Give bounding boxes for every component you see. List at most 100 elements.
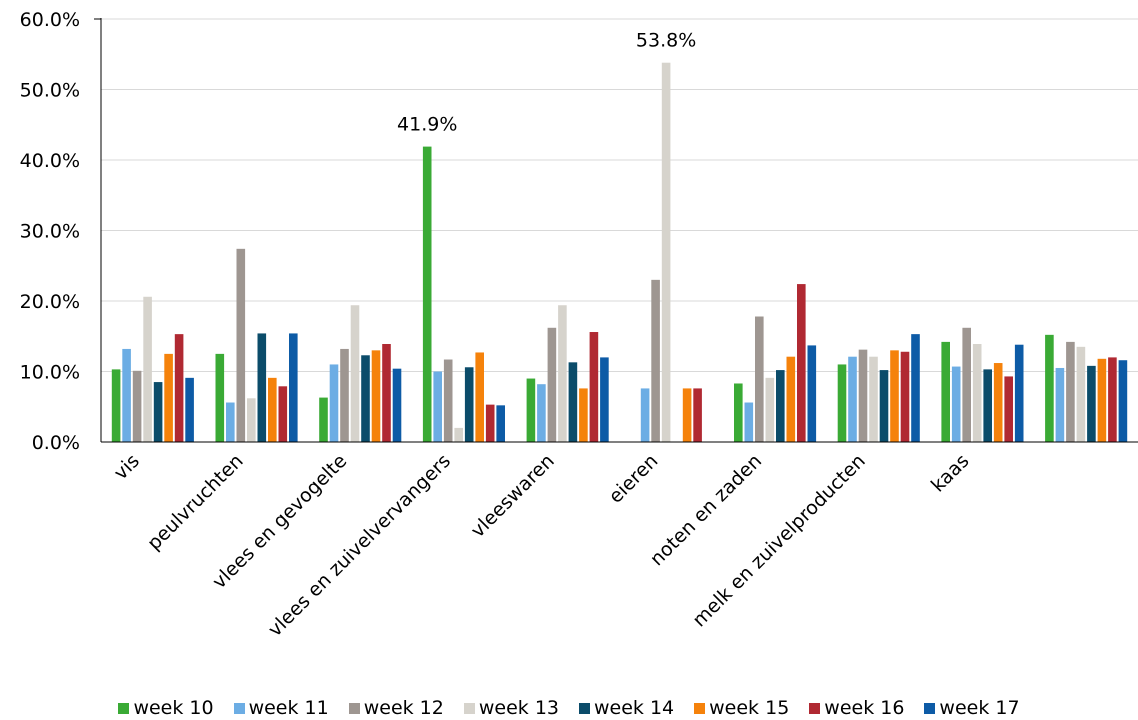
- bar-week-12: [1066, 341, 1075, 442]
- bar-week-15: [786, 356, 796, 442]
- x-tick-label: melk en zuivelproducten: [688, 450, 869, 631]
- bar-week-17: [496, 405, 505, 442]
- bar-week-13: [558, 305, 567, 442]
- legend-item: week 10: [118, 697, 214, 719]
- bars: [111, 62, 1128, 443]
- bar-week-11: [329, 364, 339, 442]
- legend-item: week 12: [348, 697, 444, 719]
- x-tick-label: eieren: [605, 450, 663, 508]
- bar-week-10: [215, 353, 225, 442]
- bar-week-16: [693, 388, 702, 442]
- data-labels: 41.9% 53.8%: [397, 30, 696, 136]
- bar-week-17: [911, 334, 920, 442]
- legend-item: week 11: [233, 697, 329, 719]
- legend-label: week 15: [709, 697, 790, 719]
- bar-week-15: [579, 388, 588, 442]
- bar-week-14: [879, 370, 889, 442]
- bar-week-12: [236, 248, 246, 442]
- legend-label: week 12: [363, 697, 444, 719]
- bar-week-13: [765, 377, 775, 442]
- legend-label: week 10: [133, 697, 214, 719]
- bar-week-16: [589, 332, 599, 442]
- legend-swatch: [463, 702, 475, 714]
- x-tick-label: noten en zaden: [646, 450, 766, 570]
- bar-week-17: [185, 377, 194, 442]
- bar-week-11: [226, 402, 235, 442]
- bar-week-15: [371, 350, 381, 442]
- bar-week-13: [454, 427, 463, 442]
- bar-week-14: [153, 382, 163, 442]
- bar-week-17: [392, 368, 402, 442]
- bar-week-12: [132, 370, 142, 442]
- bar-week-11: [1055, 367, 1065, 442]
- bar-chart: 0.0% 10.0% 20.0% 30.0% 40.0% 50.0% 60.0% vis pe…: [20, 9, 1138, 641]
- bar-week-14: [361, 355, 370, 442]
- bar-week-15: [164, 353, 173, 442]
- bar-week-15: [890, 350, 899, 442]
- legend-swatch: [809, 702, 821, 714]
- legend-swatch: [694, 702, 706, 714]
- bar-week-17: [1014, 344, 1024, 442]
- x-tick-label: kaas: [927, 450, 974, 497]
- bar-week-17: [807, 345, 817, 442]
- bar-week-11: [951, 366, 961, 442]
- bar-week-13: [1076, 346, 1086, 442]
- data-label: 53.8%: [636, 30, 696, 52]
- bar-week-10: [422, 146, 432, 443]
- x-tick-label: vis: [110, 450, 144, 484]
- bar-week-12: [547, 327, 557, 442]
- bar-week-12: [340, 348, 349, 442]
- y-tick-label: 0.0%: [32, 432, 80, 454]
- legend-swatch: [579, 702, 590, 714]
- bar-week-14: [464, 367, 474, 442]
- data-label: 41.9%: [397, 114, 457, 136]
- bar-week-14: [983, 369, 992, 442]
- legend-swatch: [924, 702, 936, 714]
- legend-label: week 16: [824, 697, 905, 719]
- bar-week-15: [682, 388, 692, 442]
- x-tick-label: vleeswaren: [467, 450, 559, 542]
- y-tick-label: 20.0%: [20, 291, 80, 313]
- bar-week-16: [797, 284, 806, 442]
- x-tick-label: peulvruchten: [143, 450, 248, 555]
- bar-week-13: [661, 62, 671, 443]
- bar-week-16: [278, 386, 288, 442]
- bar-week-10: [837, 364, 847, 442]
- bar-week-15: [993, 363, 1003, 442]
- y-tick-label: 10.0%: [20, 362, 80, 384]
- bar-week-11: [122, 348, 131, 442]
- bar-week-14: [776, 370, 785, 442]
- y-tick-label: 60.0%: [20, 9, 80, 31]
- bar-week-11: [640, 388, 650, 442]
- legend-item: week 17: [924, 697, 1020, 719]
- bar-week-16: [174, 334, 184, 442]
- bar-week-11: [433, 371, 442, 442]
- y-tick-label: 50.0%: [20, 80, 80, 102]
- bar-week-10: [319, 397, 328, 442]
- bar-week-13: [350, 305, 360, 442]
- bar-week-15: [268, 377, 277, 442]
- bar-week-14: [1087, 365, 1096, 442]
- bar-week-13: [143, 296, 152, 442]
- bar-week-12: [651, 279, 660, 442]
- bar-week-10: [941, 341, 950, 442]
- legend: week 10 week 11 week 12 week 13 week 14 week …: [0, 696, 1138, 720]
- x-tick-label: vlees en zuivelvervangers: [264, 450, 455, 641]
- bar-week-12: [755, 316, 764, 442]
- legend-item: week 14: [579, 697, 674, 719]
- bar-week-13: [869, 356, 878, 442]
- bar-week-12: [858, 349, 868, 442]
- bar-week-11: [537, 384, 546, 442]
- y-axis-tick-labels: 0.0% 10.0% 20.0% 30.0% 40.0% 50.0% 60.0%: [20, 9, 80, 454]
- bar-week-10: [1045, 334, 1054, 442]
- bar-week-10: [111, 369, 121, 442]
- legend-label: week 14: [594, 697, 675, 719]
- legend-swatch: [233, 702, 245, 714]
- bar-week-10: [526, 378, 536, 442]
- bar-week-13: [247, 398, 256, 442]
- y-tick-label: 40.0%: [20, 150, 80, 172]
- legend-label: week 13: [478, 697, 559, 719]
- legend-label: week 11: [248, 697, 329, 719]
- bar-week-17: [600, 357, 609, 442]
- bar-week-16: [1004, 376, 1013, 442]
